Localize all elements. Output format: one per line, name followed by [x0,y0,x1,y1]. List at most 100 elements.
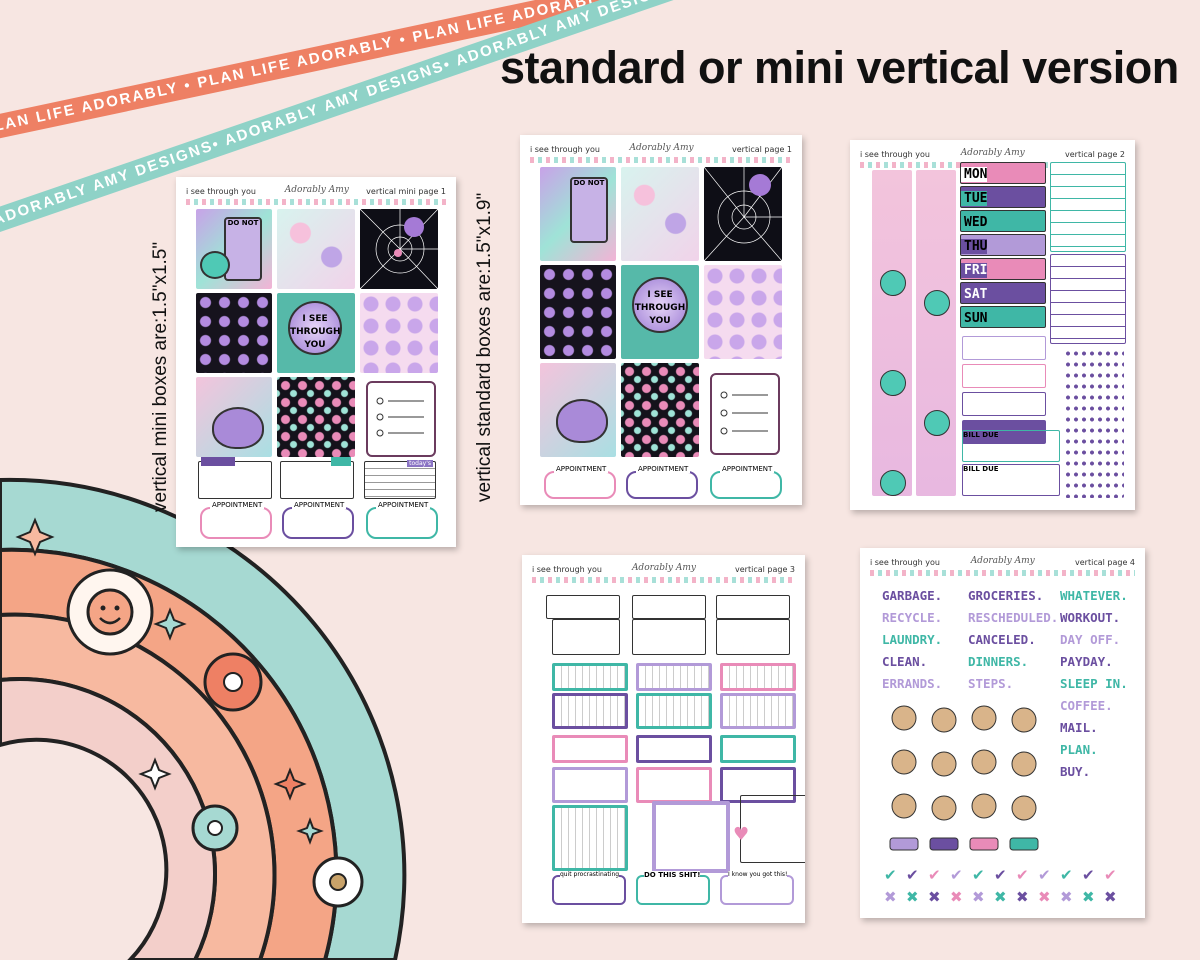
frame-box-purple [636,735,712,763]
sticker-bill-due-2: BILL DUE [962,464,1060,496]
frame-box-pink [552,735,628,763]
sticker-checklist [366,381,436,457]
header-stripe [870,570,1135,576]
cauldron-icon [212,407,264,449]
sheet-vertical-page-1: i see through you Adorably Amy vertical … [520,135,802,505]
mini-weekly-box-1 [1050,162,1126,252]
grid-box-teal-2 [636,693,712,729]
word-errands: ERRANDS. [882,676,943,691]
crystal-ball-icon: I SEE THROUGH YOU [288,301,342,355]
sheet-page-label: vertical mini page 1 [366,187,446,196]
sheet-page-label: vertical page 1 [732,145,792,154]
large-grid-box-teal [552,805,628,871]
label-text: quit procrastinating [560,871,620,878]
brand-logo: Adorably Amy [970,556,1035,566]
sheet-vertical-page-2: i see through you Adorably Amy vertical … [850,140,1135,510]
sheet-vertical-page-4: i see through you Adorably Amy vertical … [860,548,1145,918]
word-clean: CLEAN. [882,654,928,669]
checklist-lines [376,397,424,437]
word-dinners: DINNERS. [968,654,1029,669]
heart-icon: ♥ [733,824,750,845]
appointment-label: APPOINTMENT [554,465,609,473]
note-box-6 [716,619,790,655]
brand-logo: Adorably Amy [284,185,349,195]
spiderweb-icon [359,208,439,290]
standard-size-label: vertical standard boxes are:1.5"x1.9" [474,192,495,502]
frame-box-purple-2 [720,767,796,803]
teal-flower-icon [191,804,239,852]
sparkle-icon [15,517,324,845]
sticker-coffin-box: DO NOT [196,209,272,289]
appointment-sticker-teal: APPOINTMENT [710,465,782,499]
appointment-label: APPOINTMENT [210,501,265,509]
word-steps: STEPS. [968,676,1014,691]
word-mail: MAIL. [1060,720,1098,735]
coffin-icon: DO NOT [224,217,262,281]
day-label-sat: SAT [960,282,1046,304]
spiderweb-icon [703,166,783,262]
todays-label: today's [407,460,433,467]
sticker-spiderweb [359,208,439,290]
checklist-lines [720,391,768,435]
sheet-page-label: vertical page 2 [1065,150,1125,159]
day-label-mon: MON [960,162,1046,184]
sticker-hourly-box-3 [962,392,1046,416]
sticker-crystal-ball: I SEE THROUGH YOU [277,293,355,373]
sticker-note-teal [280,457,354,499]
day-label-tue: TUE [960,186,1046,208]
sheet-vertical-mini-page-1: i see through you Adorably Amy vertical … [176,177,456,547]
sheet-title: i see through you [870,558,940,567]
sticker-cauldron [196,377,272,457]
appointment-sticker-purple: APPOINTMENT [626,465,698,499]
sheet-title: i see through you [532,565,602,574]
hearts-checklist [1064,348,1124,498]
word-recycle: RECYCLE. [882,610,943,625]
sticker-strip-left [872,170,912,496]
smiley-flower-icon [66,568,154,656]
page-title: standard or mini vertical version [500,42,1179,93]
header-stripe [186,199,446,205]
appointment-label: APPOINTMENT [292,501,347,509]
day-label-thu: THU [960,234,1046,256]
rainbow-illustration [0,477,407,960]
label-sticker-2: DO THIS SHIT! [636,871,710,905]
coffin-icon: DO NOT [570,177,608,243]
day-label-sun: SUN [960,306,1046,328]
sticker-strip-right [916,170,956,496]
sheet-title: i see through you [860,150,930,159]
sticker-hourly-box-2 [962,364,1046,388]
bill-due-label: BILL DUE [963,465,999,473]
word-whatever: WHATEVER. [1060,588,1128,603]
note-box-2 [632,595,706,619]
sticker-checklist [710,373,780,455]
sticker-dark-pattern [277,377,355,457]
sticker-pattern-pastel [277,209,355,289]
label-text: I know you got this! [728,871,788,878]
sticker-skull-pattern [704,265,782,359]
bear-icon [889,705,1039,851]
bear-sticker-grid [889,705,1039,851]
grid-box-pink-1 [720,663,796,691]
orange-flower-icon [203,652,263,712]
pumpkin-icon [200,251,230,279]
sticker-dark-pattern [621,363,699,457]
sticker-spiderweb [703,166,783,262]
mini-weekly-box-2 [1050,254,1126,344]
large-note-box: ♥ [733,795,805,863]
word-garbage: GARBAGE. [882,588,943,603]
sticker-bill-due-1: BILL DUE [962,430,1060,462]
label-sticker-1: quit procrastinating [552,871,626,905]
sticker-note-purple [198,457,272,499]
frame-box-teal [720,735,796,763]
sticker-ribcage-pattern [196,293,272,373]
day-label-fri: FRI [960,258,1046,280]
word-workout: WORKOUT. [1060,610,1121,625]
appointment-sticker-purple: APPOINTMENT [282,501,354,539]
brand-logo: Adorably Amy [631,563,696,573]
header-stripe [532,577,795,583]
frame-box-lavender [552,767,628,803]
label-text: DO THIS SHIT! [644,871,701,879]
sticker-hourly-box-1 [962,336,1046,360]
sticker-pattern-pastel [621,167,699,261]
grid-box-lavender-2 [720,693,796,729]
